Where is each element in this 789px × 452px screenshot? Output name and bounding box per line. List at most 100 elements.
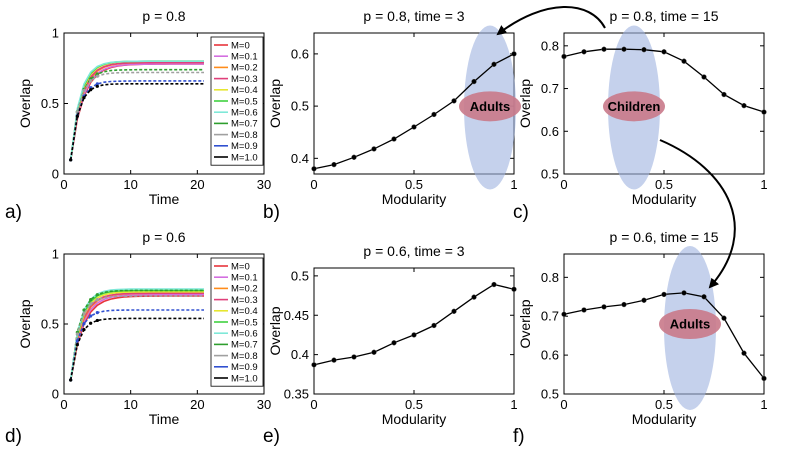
data-point-f-8 — [721, 315, 727, 321]
x-tick-label-a-3: 30 — [257, 177, 271, 192]
data-point-f-5 — [661, 291, 667, 298]
y-tick-label-b-0: 0.4 — [291, 151, 309, 166]
y-tick-label-c-3: 0.8 — [541, 38, 559, 53]
data-point-c-7 — [701, 74, 707, 80]
data-point-e-4 — [391, 340, 397, 346]
chart-title-a: p = 0.8 — [142, 8, 185, 24]
series-point-d-10-1 — [75, 343, 79, 347]
legend-entry-a-0: M=0 — [231, 40, 250, 51]
panel-label-f: f) — [513, 426, 525, 447]
x-axis-label-d: Time — [149, 411, 180, 427]
x-axis-label-f: Modularity — [632, 411, 697, 427]
chart-title-e: p = 0.6, time = 3 — [363, 243, 464, 259]
series-point-d-7-3 — [89, 297, 93, 302]
data-point-e-9 — [491, 281, 497, 288]
data-point-c-1 — [581, 49, 587, 55]
series-point-d-10-0 — [69, 378, 73, 382]
x-axis-label-a: Time — [149, 191, 180, 207]
series-line-a-10 — [69, 83, 204, 161]
data-point-c-10 — [761, 109, 767, 115]
annotation-label-c: Children — [608, 99, 661, 114]
panel-label-d: d) — [5, 426, 22, 447]
y-tick-label-e-0: 0.35 — [284, 387, 309, 402]
legend-entry-a-9: M=0.9 — [231, 141, 258, 152]
series-line-a-8 — [69, 71, 204, 161]
legend-entry-a-6: M=0.6 — [231, 108, 258, 119]
y-tick-label-e-2: 0.45 — [284, 308, 309, 323]
legend-entry-a-2: M=0.2 — [231, 63, 258, 74]
data-point-f-7 — [701, 294, 707, 300]
data-point-e-0 — [311, 362, 317, 368]
annotation-badge-c — [603, 91, 665, 122]
x-tick-label-f-1: 0.5 — [655, 397, 673, 412]
legend-entry-d-6: M=0.6 — [231, 329, 258, 340]
x-tick-label-e-1: 0.5 — [405, 397, 423, 412]
y-tick-label-c-0: 0.5 — [541, 167, 559, 182]
annotation-label-b: Adults — [470, 99, 510, 114]
x-tick-label-f-2: 1 — [760, 397, 767, 412]
panel-label-b: b) — [263, 202, 280, 223]
y-tick-label-a-1: 0.5 — [41, 96, 59, 111]
data-point-f-2 — [601, 304, 607, 310]
x-tick-label-a-2: 20 — [190, 177, 204, 192]
data-point-c-0 — [561, 53, 567, 60]
y-tick-label-f-2: 0.7 — [541, 309, 559, 324]
data-point-b-9 — [491, 61, 497, 67]
legend-entry-a-3: M=0.3 — [231, 74, 258, 85]
x-tick-label-a-0: 0 — [60, 177, 67, 192]
panel-c: 0 0.5 10.50.60.70.8p = 0.8, time = 15Modul… — [513, 8, 768, 223]
series-point-d-8-3 — [89, 302, 93, 306]
legend-entry-d-7: M=0.7 — [231, 340, 258, 351]
chart-title-f: p = 0.6, time = 15 — [610, 229, 719, 245]
x-tick-label-b-1: 0.5 — [405, 177, 423, 192]
x-tick-label-c-1: 0.5 — [655, 177, 673, 192]
data-point-b-5 — [411, 124, 417, 130]
data-point-e-5 — [411, 332, 417, 338]
data-point-f-9 — [741, 350, 747, 356]
series-point-a-10-0 — [69, 158, 73, 162]
series-point-d-8-4 — [95, 297, 99, 302]
series-point-d-9-1 — [75, 339, 79, 343]
x-tick-label-e-2: 1 — [510, 397, 517, 412]
data-point-f-6 — [681, 290, 687, 296]
legend-a: M=0M=0.1M=0.2M=0.3M=0.4M=0.5M=0.6M=0.7M=… — [210, 36, 264, 166]
legend-entry-d-3: M=0.3 — [231, 295, 258, 306]
y-tick-label-d-2: 1 — [52, 247, 59, 262]
chart-title-c: p = 0.8, time = 15 — [610, 8, 719, 24]
y-tick-label-e-1: 0.4 — [291, 347, 309, 362]
legend-entry-a-10: M=1.0 — [231, 152, 258, 163]
y-axis-label-e: Overlap — [267, 306, 283, 355]
series-line-a-3 — [69, 61, 204, 161]
legend-entry-d-5: M=0.5 — [231, 317, 258, 328]
series-point-a-10-4 — [95, 84, 99, 88]
series-point-d-8-1 — [75, 332, 79, 336]
y-tick-label-b-1: 0.5 — [291, 99, 309, 114]
data-point-e-2 — [351, 354, 357, 360]
data-point-c-4 — [641, 47, 647, 53]
series-point-d-7-2 — [82, 308, 86, 312]
legend-entry-d-0: M=0 — [231, 261, 250, 272]
x-tick-label-d-3: 30 — [257, 397, 271, 412]
y-axis-label-b: Overlap — [267, 79, 283, 128]
panel-label-e: e) — [263, 426, 280, 447]
y-tick-label-a-0: 0 — [52, 167, 59, 182]
annotation-label-f: Adults — [670, 317, 710, 332]
series-point-a-7-4 — [95, 72, 99, 76]
legend-entry-d-1: M=0.1 — [231, 273, 258, 284]
series-point-a-10-1 — [75, 114, 79, 118]
y-axis-label-f: Overlap — [517, 299, 533, 348]
series-line-d-8 — [69, 295, 204, 381]
legend-entry-d-4: M=0.4 — [231, 306, 258, 317]
series-point-a-8-4 — [95, 74, 99, 78]
legend-entry-a-7: M=0.7 — [231, 119, 258, 130]
x-axis-label-c: Modularity — [632, 191, 697, 207]
data-point-e-3 — [371, 349, 377, 355]
y-tick-label-c-1: 0.6 — [541, 124, 559, 139]
x-tick-label-b-0: 0 — [310, 177, 317, 192]
data-point-c-2 — [601, 46, 607, 52]
data-point-e-10 — [511, 286, 517, 292]
panel-label-a: a) — [5, 202, 22, 223]
series-point-d-10-4 — [95, 318, 99, 323]
data-point-c-9 — [741, 102, 747, 109]
data-point-b-3 — [371, 146, 377, 152]
